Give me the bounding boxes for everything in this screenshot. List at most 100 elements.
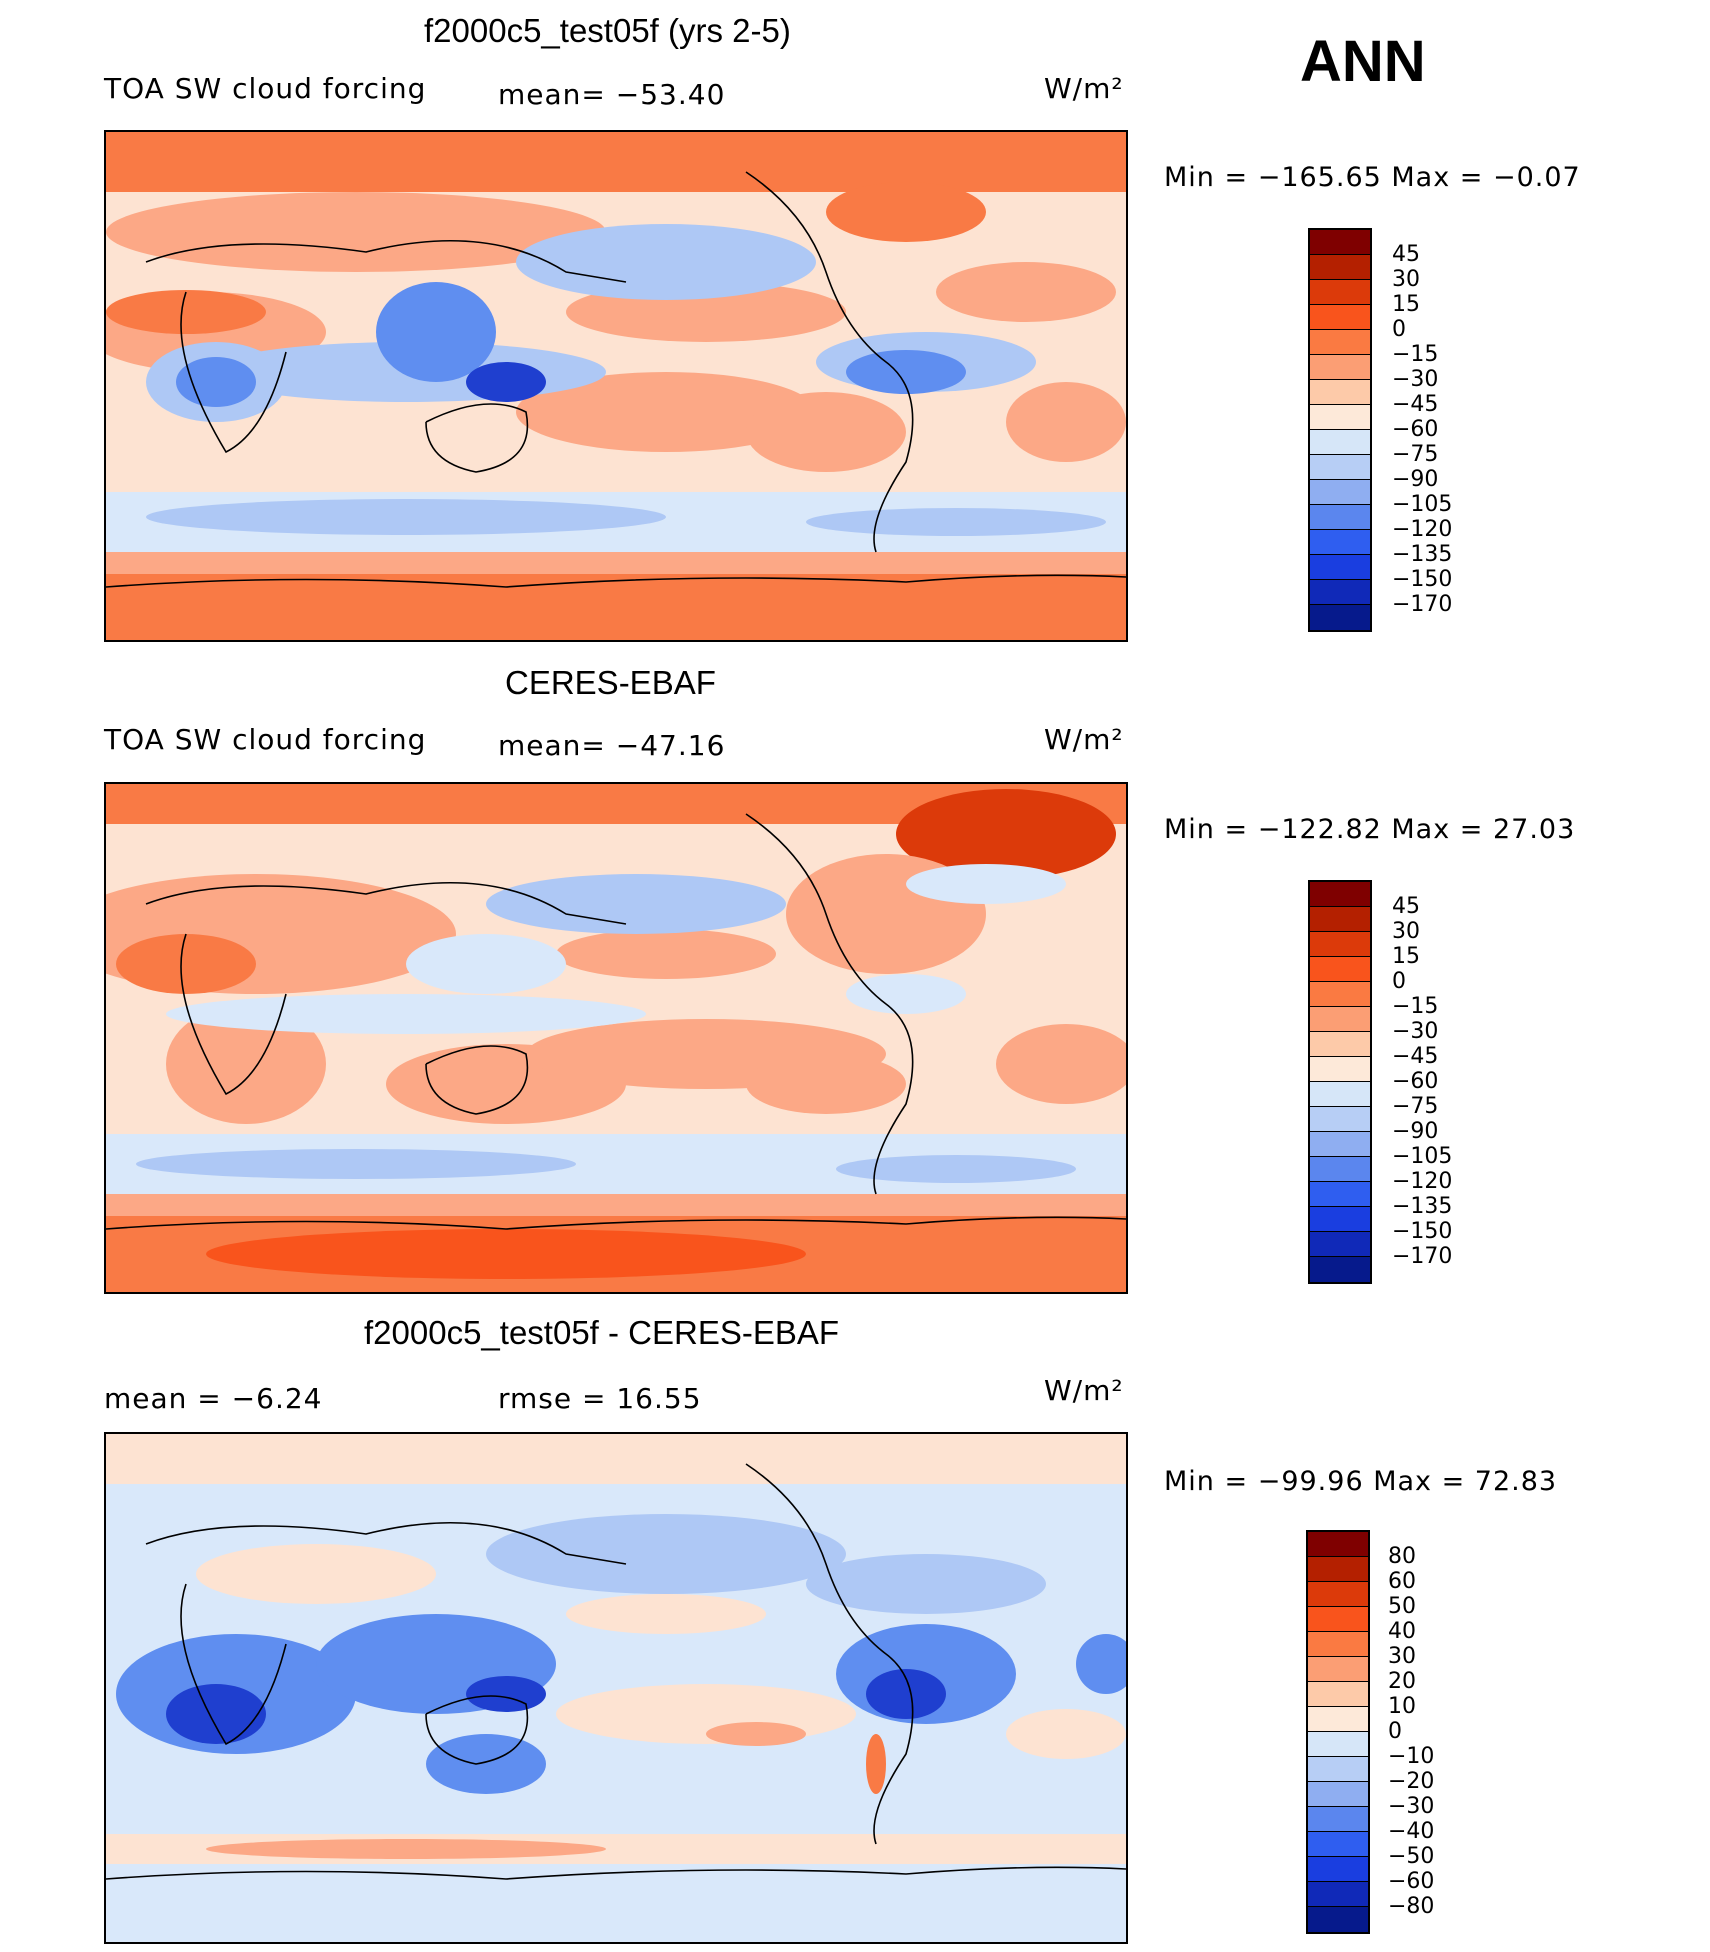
colorbar-box: [1310, 1032, 1370, 1057]
colorbar-label: −60: [1388, 1869, 1435, 1894]
colorbar-box: [1310, 1132, 1370, 1157]
colorbar-label: 20: [1388, 1669, 1416, 1694]
panel1-map: [104, 130, 1128, 642]
panel2-left-label: TOA SW cloud forcing: [104, 723, 427, 756]
colorbar-box: [1310, 907, 1370, 932]
colorbar-label: 15: [1392, 944, 1420, 969]
colorbar-label: −20: [1388, 1769, 1435, 1794]
colorbar-label: −45: [1392, 1044, 1439, 1069]
panel2-mid-label: mean= −47.16: [498, 729, 726, 762]
colorbar-label: −120: [1392, 517, 1453, 542]
colorbar-label: −60: [1392, 1069, 1439, 1094]
colorbar-label: 30: [1392, 267, 1420, 292]
colorbar-box: [1310, 305, 1370, 330]
colorbar-box: [1310, 932, 1370, 957]
colorbar-label: 30: [1392, 919, 1420, 944]
panel1-colorbar: [1308, 228, 1372, 632]
panel2-colorbar-labels: 45 30 15 0 −15 −30 −45 −60 −75 −90 −105 −120 −135 −15…: [1392, 894, 1452, 1269]
colorbar-label: −75: [1392, 442, 1439, 467]
panel2-minmax: Min = −122.82 Max = 27.03: [1164, 814, 1576, 845]
colorbar-label: −80: [1388, 1894, 1435, 1919]
panel2-units: W/m²: [1044, 723, 1124, 756]
colorbar-box: [1310, 355, 1370, 380]
colorbar-label: 60: [1388, 1569, 1416, 1594]
colorbar-box: [1310, 255, 1370, 280]
colorbar-label: −10: [1388, 1744, 1435, 1769]
colorbar-box: [1310, 1257, 1370, 1282]
colorbar-box: [1310, 230, 1370, 255]
colorbar-box: [1310, 957, 1370, 982]
colorbar-label: 0: [1392, 317, 1406, 342]
colorbar-box: [1310, 982, 1370, 1007]
colorbar-label: −45: [1392, 392, 1439, 417]
colorbar-label: −90: [1392, 1119, 1439, 1144]
colorbar-label: −75: [1392, 1094, 1439, 1119]
colorbar-box: [1310, 280, 1370, 305]
panel3-minmax: Min = −99.96 Max = 72.83: [1164, 1466, 1558, 1497]
colorbar-box: [1308, 1532, 1368, 1557]
colorbar-label: 10: [1388, 1694, 1416, 1719]
panel3-map-field: [106, 1434, 1126, 1942]
colorbar-label: −15: [1392, 342, 1439, 367]
colorbar-box: [1310, 480, 1370, 505]
colorbar-label: −170: [1392, 592, 1453, 617]
colorbar-label: −105: [1392, 492, 1453, 517]
colorbar-box: [1310, 605, 1370, 630]
colorbar-box: [1308, 1907, 1368, 1932]
colorbar-box: [1310, 555, 1370, 580]
colorbar-box: [1308, 1882, 1368, 1907]
colorbar-label: −90: [1392, 467, 1439, 492]
colorbar-box: [1310, 455, 1370, 480]
colorbar-box: [1308, 1807, 1368, 1832]
colorbar-label: −50: [1388, 1844, 1435, 1869]
panel3-title: f2000c5_test05f - CERES-EBAF: [364, 1314, 840, 1351]
colorbar-label: −40: [1388, 1819, 1435, 1844]
panel2-title: CERES-EBAF: [505, 664, 716, 701]
colorbar-box: [1308, 1557, 1368, 1582]
colorbar-box: [1308, 1632, 1368, 1657]
colorbar-label: −135: [1392, 542, 1453, 567]
colorbar-label: 30: [1388, 1644, 1416, 1669]
colorbar-label: 80: [1388, 1544, 1416, 1569]
colorbar-label: 50: [1388, 1594, 1416, 1619]
colorbar-box: [1308, 1657, 1368, 1682]
colorbar-label: −30: [1392, 367, 1439, 392]
colorbar-box: [1308, 1607, 1368, 1632]
panel1-units: W/m²: [1044, 72, 1124, 105]
colorbar-box: [1308, 1782, 1368, 1807]
colorbar-label: −60: [1392, 417, 1439, 442]
colorbar-label: −105: [1392, 1144, 1453, 1169]
colorbar-label: −30: [1392, 1019, 1439, 1044]
colorbar-box: [1310, 380, 1370, 405]
panel3-mid-label: rmse = 16.55: [498, 1382, 702, 1415]
colorbar-label: 45: [1392, 242, 1420, 267]
panel3-colorbar-labels: 80 60 50 40 30 20 10 0 −10 −20 −30 −40 −50 −60 −80: [1388, 1544, 1434, 1919]
colorbar-box: [1310, 1157, 1370, 1182]
colorbar-box: [1308, 1582, 1368, 1607]
colorbar-box: [1308, 1682, 1368, 1707]
colorbar-box: [1310, 530, 1370, 555]
colorbar-box: [1310, 580, 1370, 605]
season-label: ANN: [1300, 29, 1426, 94]
colorbar-box: [1310, 430, 1370, 455]
colorbar-box: [1310, 1107, 1370, 1132]
colorbar-label: 45: [1392, 894, 1420, 919]
colorbar-box: [1310, 882, 1370, 907]
panel1-colorbar-labels: 45 30 15 0 −15 −30 −45 −60 −75 −90 −105 −120 −135 −15…: [1392, 242, 1452, 617]
panel1-left-label: TOA SW cloud forcing: [104, 72, 427, 105]
colorbar-label: −120: [1392, 1169, 1453, 1194]
colorbar-label: −135: [1392, 1194, 1453, 1219]
colorbar-box: [1308, 1732, 1368, 1757]
colorbar-box: [1310, 1082, 1370, 1107]
colorbar-box: [1310, 1182, 1370, 1207]
colorbar-box: [1310, 405, 1370, 430]
panel2-map-field: [106, 784, 1126, 1292]
colorbar-label: 15: [1392, 292, 1420, 317]
panel1-minmax: Min = −165.65 Max = −0.07: [1164, 162, 1581, 193]
colorbar-box: [1310, 1232, 1370, 1257]
panel1-mid-label: mean= −53.40: [498, 78, 726, 111]
panel3-colorbar: [1306, 1530, 1370, 1934]
colorbar-box: [1310, 330, 1370, 355]
colorbar-box: [1308, 1857, 1368, 1882]
colorbar-box: [1310, 1007, 1370, 1032]
